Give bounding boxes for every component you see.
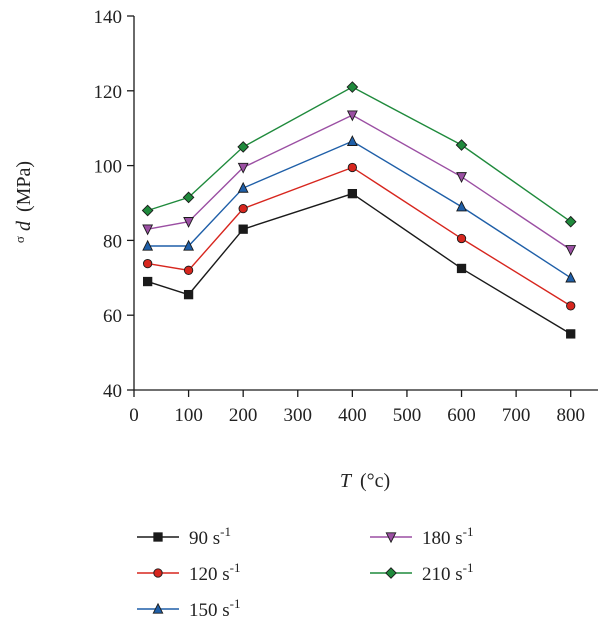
data-point: [346, 135, 358, 146]
legend-label-sup: -1: [463, 524, 474, 539]
data-point: [142, 276, 153, 287]
series-line: [147, 86, 572, 223]
series-3: [142, 110, 577, 256]
y-tick-label: 60: [103, 306, 122, 327]
legend-item: 120 s-1: [137, 560, 241, 585]
data-point: [142, 258, 153, 269]
x-axis-label-unit: (°c): [360, 470, 390, 492]
legend-label-sup: -1: [220, 524, 231, 539]
x-tick-label: 100: [174, 405, 203, 426]
series-1: [142, 162, 576, 311]
legend-label-text: 90 s: [189, 528, 220, 549]
legend-marker: [152, 602, 164, 614]
data-point: [456, 172, 467, 184]
y-axis-label-var: d: [13, 220, 35, 231]
ticks: 0 100 200 300 400 500 600 700 800 40 60 80 100 120 140: [94, 7, 585, 426]
legend-item: 210 s-1: [370, 560, 474, 585]
y-tick-label: 40: [103, 381, 122, 402]
x-tick-label: 400: [338, 405, 367, 426]
data-point: [237, 162, 249, 174]
data-point: [565, 271, 577, 283]
legend-marker: [153, 568, 163, 578]
legend-label-text: 180 s: [422, 528, 463, 549]
data-point: [455, 139, 468, 151]
series-2: [142, 135, 577, 283]
data-point: [183, 265, 194, 275]
series-line: [147, 166, 572, 307]
y-tick-label: 80: [103, 231, 122, 252]
data-point: [346, 110, 358, 122]
data-point: [456, 263, 467, 274]
y-axis-label-sigma: σ: [12, 236, 27, 243]
data-point: [237, 141, 250, 153]
legend-marker: [153, 532, 163, 542]
data-point: [183, 239, 195, 251]
data-point: [566, 301, 576, 311]
data-point: [456, 233, 467, 244]
legend-label: 180 s-1: [422, 524, 474, 549]
legend-label: 210 s-1: [422, 560, 474, 585]
legend-label-text: 210 s: [422, 564, 463, 585]
y-axis-label-unit: (MPa): [13, 161, 35, 212]
data-point: [237, 181, 249, 193]
legend-label-sup: -1: [230, 596, 241, 611]
data-point: [347, 188, 358, 199]
series-4: [141, 81, 577, 228]
data-point: [565, 245, 577, 256]
legend-item: 90 s-1: [137, 524, 231, 549]
legend-label-sup: -1: [463, 560, 474, 575]
data-point: [141, 204, 154, 217]
data-point: [238, 203, 248, 214]
y-tick-label: 100: [94, 157, 123, 178]
legend-label-text: 150 s: [189, 600, 230, 621]
data-point: [182, 191, 195, 204]
y-axis-label: σ d (MPa): [7, 161, 35, 243]
legend-label: 150 s-1: [189, 596, 241, 621]
data-point: [183, 217, 195, 228]
x-tick-label: 300: [284, 405, 313, 426]
data-point: [238, 224, 248, 234]
series-0: [142, 188, 576, 339]
x-tick-label: 600: [447, 405, 476, 426]
y-tick-label: 120: [94, 82, 123, 103]
data-point: [183, 289, 194, 300]
x-tick-label: 700: [502, 405, 531, 426]
x-tick-label: 200: [229, 405, 258, 426]
data-point: [346, 81, 359, 93]
data-point: [456, 200, 467, 212]
y-tick-label: 140: [94, 7, 123, 28]
legend-marker: [385, 567, 397, 579]
data-point: [347, 162, 358, 173]
legend-item: 180 s-1: [370, 524, 474, 549]
legend-item: 150 s-1: [137, 596, 241, 621]
x-axis-label: T (°c): [340, 470, 390, 492]
legend-label-sup: -1: [230, 560, 241, 575]
legend-label-text: 120 s: [189, 564, 230, 585]
x-axis-label-var: T: [340, 470, 353, 492]
data-point: [566, 329, 576, 339]
axes: [133, 16, 598, 391]
series-line: [147, 192, 572, 335]
legend-marker: [385, 532, 397, 544]
x-tick-label: 0: [129, 405, 139, 426]
data-point: [142, 224, 154, 236]
legend-label: 90 s-1: [189, 524, 231, 549]
x-tick-label: 500: [393, 405, 422, 426]
series-line: [147, 114, 572, 251]
legend-label: 120 s-1: [189, 560, 241, 585]
plot-area: [141, 81, 577, 339]
x-tick-label: 800: [556, 405, 585, 426]
series-line: [147, 140, 572, 279]
data-point: [142, 239, 154, 251]
data-point: [564, 215, 577, 228]
